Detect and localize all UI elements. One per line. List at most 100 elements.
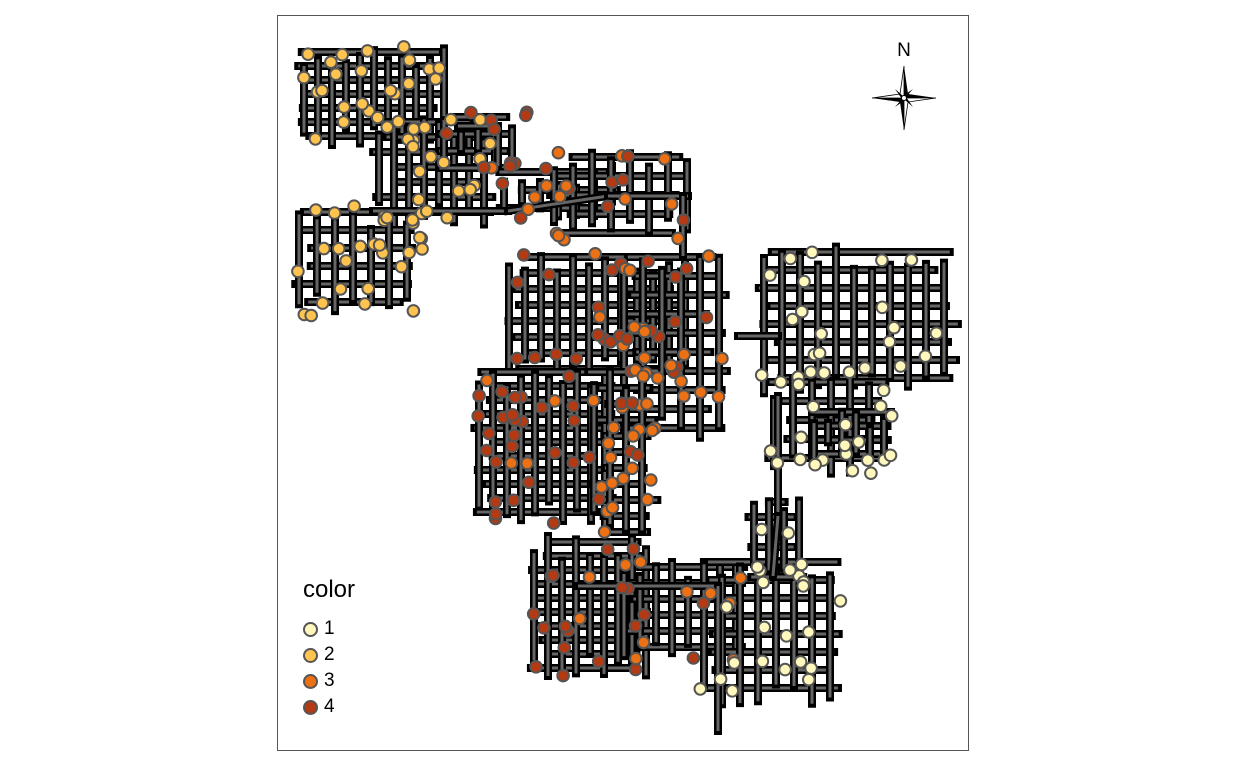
map-point-class-1 [778,662,792,677]
map-point-class-4 [539,161,553,176]
map-point-class-4 [605,175,619,189]
map-point-class-4 [566,399,580,413]
map-point-class-1 [873,399,888,414]
map-point-class-3 [640,397,654,411]
map-point-class-4 [510,351,524,366]
legend-label-3: 3 [324,670,335,691]
map-point-class-2 [317,241,331,256]
map-point-class-1 [875,253,889,268]
map-point-class-1 [812,346,827,361]
map-point-class-2 [358,297,372,311]
map-point-class-3 [636,369,651,384]
map-point-class-1 [727,656,742,670]
map-point-class-4 [510,275,525,290]
map-point-class-2 [420,204,434,218]
map-point-class-1 [774,375,788,389]
map-point-class-4 [529,660,543,674]
map-point-class-1 [794,557,809,572]
map-point-class-1 [750,560,765,574]
map-point-class-4 [549,347,564,362]
map-point-class-1 [861,453,875,468]
map-point-class-4 [489,455,503,469]
map-point-class-1 [845,463,860,478]
map-point-class-3 [521,202,535,217]
map-point-class-3 [603,450,618,465]
map-point-class-1 [803,365,818,379]
map-point-class-4 [495,176,510,191]
map-point-class-3 [504,456,519,470]
map-point-class-4 [641,254,655,268]
map-point-class-4 [615,580,630,595]
map-point-class-2 [394,259,409,274]
map-point-class-3 [527,190,542,204]
map-point-class-1 [793,452,808,467]
map-point-class-3 [553,189,567,204]
legend-label-4: 4 [324,696,335,717]
map-point-class-4 [628,619,643,633]
map-point-class-3 [629,651,643,666]
map-point-class-2 [324,55,338,70]
map-point-class-2 [432,61,446,75]
map-point-class-1 [791,377,806,392]
map-point-class-4 [464,105,478,120]
map-point-class-2 [331,241,346,256]
map-point-class-3 [551,145,566,160]
map-point-class-2 [402,53,417,68]
map-point-class-3 [626,429,641,443]
map-point-class-4 [628,662,643,677]
compass-rose-icon [871,65,937,131]
map-point-class-2 [354,64,369,78]
map-point-class-4 [679,261,694,276]
map-point-class-1 [887,320,901,335]
map-point-class-2 [291,264,305,279]
map-point-class-2 [327,206,342,220]
map-point-class-2 [411,192,426,207]
legend-item-1: 1 [303,616,355,642]
map-point-class-3 [597,525,612,539]
map-point-class-2 [353,239,368,254]
map-point-class-3 [664,197,679,211]
map-point-class-2 [304,308,319,323]
map-point-class-1 [884,409,899,423]
map-point-class-4 [488,495,503,509]
map-point-class-4 [637,607,652,622]
map-point-class-3 [559,179,574,193]
map-point-class-2 [301,47,315,62]
map-point-class-1 [842,365,857,380]
map-point-class-2 [361,281,375,296]
map-point-class-2 [402,76,416,91]
map-point-class-1 [858,361,872,375]
map-point-class-2 [483,136,497,151]
map-point-class-1 [875,300,890,315]
map-point-class-3 [551,228,566,243]
map-point-class-4 [668,270,683,284]
street-network [291,44,962,735]
map-point-class-4 [582,450,597,465]
map-point-class-4 [557,640,572,655]
map-point-class-4 [600,199,615,214]
map-point-class-1 [756,575,771,590]
map-point-class-3 [703,586,718,601]
map-point-class-3 [588,247,603,261]
map-point-class-1 [806,399,821,414]
map-point-class-1 [817,366,831,380]
map-point-class-2 [347,199,361,213]
map-point-class-2 [329,67,343,82]
map-point-class-1 [770,456,785,470]
map-point-class-1 [804,661,818,676]
map-point-class-4 [522,475,536,490]
map-point-class-2 [415,242,429,256]
legend-swatch-1 [303,621,318,637]
map-point-class-2 [397,40,411,54]
map-point-class-2 [418,120,432,135]
map-point-class-2 [412,164,427,179]
map-point-class-3 [633,555,648,569]
map-point-class-1 [838,438,852,453]
map-point-class-4 [592,492,606,506]
map-point-class-1 [796,579,811,593]
map-point-class-3 [616,471,631,486]
map-point-class-3 [548,394,562,408]
map-point-class-2 [339,254,353,268]
map-point-class-4 [546,516,561,530]
map-point-class-3 [680,585,694,599]
